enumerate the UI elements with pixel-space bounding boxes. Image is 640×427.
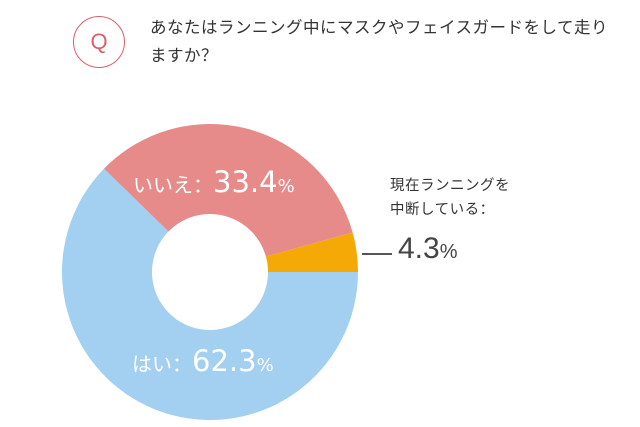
slice-label-yes-value: 62.3: [192, 344, 257, 378]
slice-label-no-pct: %: [278, 176, 295, 197]
donut-slice-0: [62, 168, 358, 420]
question-text: あなたはランニング中にマスクやフェイスガードをして走りますか？: [150, 18, 609, 65]
slice-label-no-text: いいえ：: [133, 173, 213, 197]
donut-slice-1: [104, 124, 353, 257]
callout-paused-value: 4.3%: [398, 232, 458, 266]
donut-slice-2: [265, 232, 358, 272]
callout-paused-label: 現在ランニングを 中断している：: [390, 174, 510, 222]
callout-paused-line1: 現在ランニングを: [390, 178, 510, 194]
callout-paused-line2: 中断している：: [390, 202, 495, 218]
callout-paused-pct: %: [439, 241, 458, 263]
slice-label-yes: はい：62.3%: [132, 344, 274, 378]
slice-label-no-value: 33.4: [213, 165, 278, 199]
callout-leader-line: [362, 253, 392, 255]
slice-label-yes-text: はい：: [132, 352, 192, 376]
slice-label-no: いいえ：33.4%: [133, 165, 295, 199]
question-badge: Q: [73, 16, 125, 68]
donut-slices: [62, 124, 358, 420]
callout-paused-number: 4.3: [398, 232, 440, 265]
slice-label-yes-pct: %: [257, 355, 274, 376]
